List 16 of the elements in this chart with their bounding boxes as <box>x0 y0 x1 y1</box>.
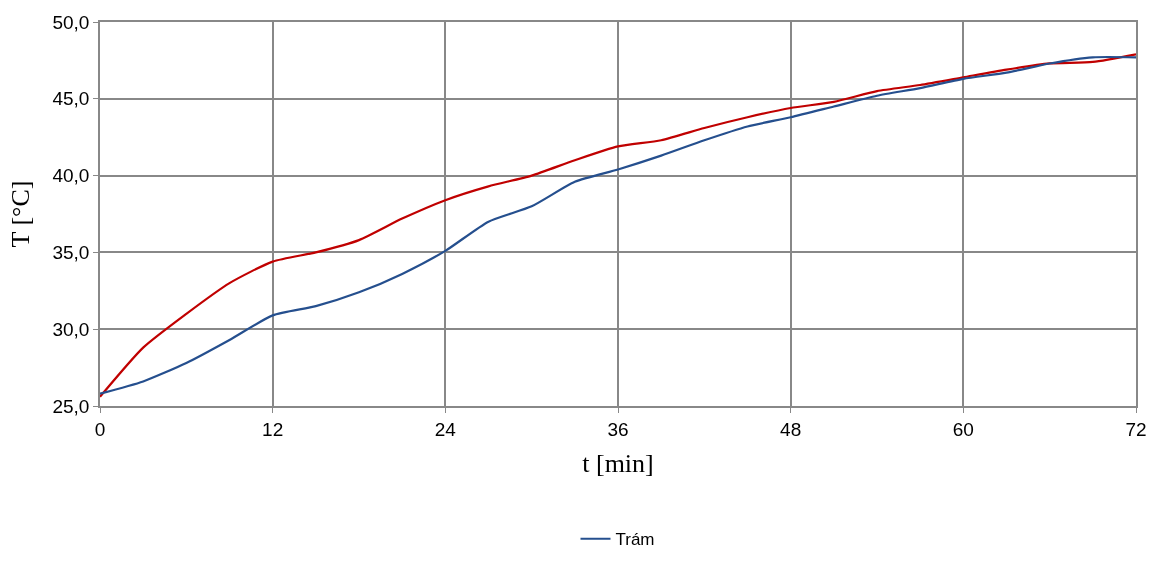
x-tick-label: 36 <box>607 418 629 440</box>
x-tick-label: 72 <box>1125 418 1147 440</box>
x-axis-title: t [min] <box>582 448 654 478</box>
x-tick-label: 60 <box>952 418 974 440</box>
y-axis-title: T [°C] <box>6 180 36 248</box>
legend-label: Trám <box>615 530 655 550</box>
y-tick-label: 35,0 <box>52 242 90 264</box>
x-tick-label: 48 <box>780 418 802 440</box>
y-tick-label: 25,0 <box>52 395 90 417</box>
y-tick-label: 50,0 <box>52 11 90 33</box>
x-tick-label: 0 <box>94 418 106 440</box>
x-tick-label: 12 <box>262 418 284 440</box>
y-tick-label: 45,0 <box>52 88 90 110</box>
y-tick-label: 30,0 <box>52 318 90 340</box>
y-tick-label: 40,0 <box>52 165 90 187</box>
x-tick-label: 24 <box>434 418 457 440</box>
